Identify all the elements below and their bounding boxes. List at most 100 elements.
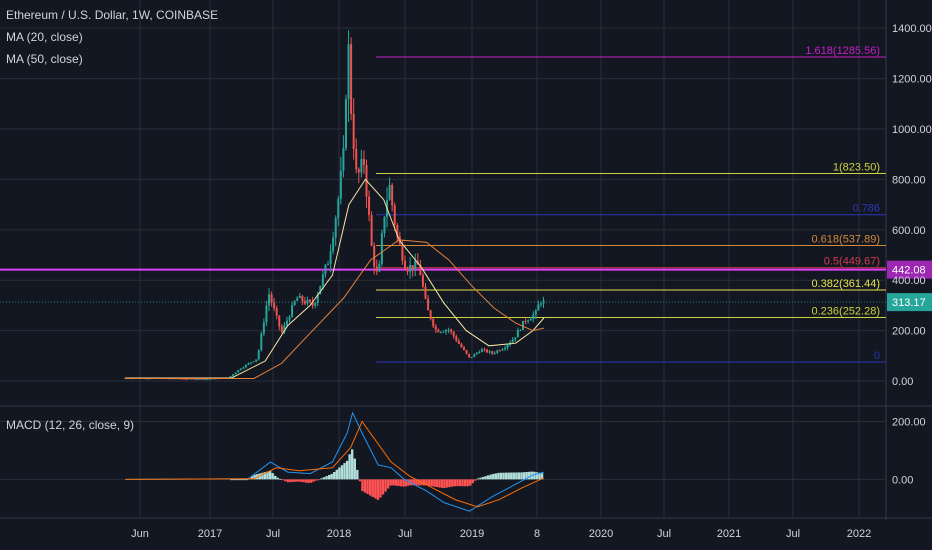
candle-body	[273, 302, 276, 309]
candle-body	[524, 320, 527, 322]
candle-body	[514, 337, 517, 340]
candle-body	[457, 340, 460, 344]
candle-body	[201, 378, 204, 380]
legend-ma50[interactable]: MA (50, close)	[6, 52, 83, 66]
candle-body	[529, 319, 532, 321]
candle-body	[185, 378, 188, 380]
candle-body	[432, 319, 435, 326]
candle-body	[468, 353, 471, 358]
fib-label-1.618: 1.618(1285.56)	[805, 45, 880, 57]
x-tick-label: 2018	[327, 528, 351, 540]
candle-body	[342, 148, 345, 171]
macd-histogram-bar	[451, 479, 454, 487]
macd-histogram-bar	[458, 479, 462, 487]
macd-histogram-bar	[492, 473, 495, 480]
macd-histogram-bar	[474, 479, 477, 481]
macd-histogram-bar	[366, 479, 369, 495]
candle-body	[450, 329, 453, 332]
candle-body	[334, 218, 337, 238]
candle-body	[496, 350, 499, 353]
macd-histogram-bar	[417, 479, 421, 486]
candle-body	[491, 351, 494, 354]
macd-histogram-bar	[404, 479, 408, 487]
macd-histogram-bar	[338, 467, 341, 480]
fib-label-1: 1(823.50)	[833, 161, 880, 173]
macd-histogram-bar	[486, 475, 490, 480]
macd-histogram-bar	[374, 479, 377, 499]
candle-body	[247, 363, 250, 365]
y-tick-label: 200.00	[892, 326, 926, 338]
macd-histogram-bar	[291, 479, 295, 482]
y-tick-label: 400.00	[892, 275, 926, 287]
candle-body	[493, 352, 496, 354]
macd-histogram-bar	[343, 463, 346, 480]
macd-histogram-bar	[481, 476, 485, 480]
macd-histogram-bar	[327, 475, 331, 480]
macd-histogram-bar	[307, 479, 310, 483]
y-tick-label: 600.00	[892, 225, 926, 237]
y-tick-label: 800.00	[892, 174, 926, 186]
macd-histogram-bar	[448, 479, 451, 488]
macd-histogram-bar	[440, 479, 444, 488]
candle-body	[319, 285, 322, 295]
signal-line	[125, 420, 545, 508]
candle-body	[309, 299, 312, 302]
macd-histogram-bar	[453, 479, 457, 487]
macd-histogram-bar	[279, 478, 282, 480]
axes[interactable]: Jun 2017 Jul 2018 Jul 2019 8 2020 Jul 2021 Jul 2022…	[131, 23, 932, 540]
macd-histogram-bar	[425, 479, 428, 486]
candle-body	[516, 330, 519, 338]
last-price-label: 313.17	[892, 297, 926, 309]
fibonacci-levels[interactable]: 1.618(1285.56) 1(823.50) 0.786 0.618(537.89…	[376, 45, 886, 363]
candle-body	[288, 316, 291, 321]
legend-ma20[interactable]: MA (20, close)	[6, 30, 83, 44]
macd-y-tick-label: 0.00	[892, 474, 913, 486]
horizontal-price-line[interactable]: 442.08 313.17	[0, 260, 932, 312]
macd-histogram-bar	[430, 479, 433, 487]
macd-histogram-bar	[320, 478, 323, 480]
candle-body	[368, 196, 371, 215]
macd-histogram-bar	[497, 472, 500, 480]
candle-body	[527, 320, 530, 322]
candle-body	[380, 233, 383, 264]
macd-histogram-bar	[312, 479, 315, 482]
candle-body	[480, 349, 483, 353]
macd-histogram-bar	[422, 479, 426, 486]
macd-histogram-bar	[268, 470, 272, 480]
x-tick-label: 2020	[589, 528, 613, 540]
fib-label-0.786: 0.786	[852, 203, 880, 215]
candle-body	[275, 308, 278, 316]
macd-histogram-bar	[540, 473, 544, 480]
candle-body	[501, 349, 504, 351]
x-tick-label: 2021	[717, 528, 741, 540]
candle-body	[521, 320, 524, 330]
candle-body	[280, 326, 283, 333]
candle-body	[206, 378, 209, 380]
x-tick-label: 2022	[847, 528, 871, 540]
macd-histogram-bar	[363, 479, 367, 493]
y-tick-label: 1400.00	[892, 23, 932, 35]
macd-histogram-bar	[356, 469, 359, 480]
fib-label-0.618: 0.618(537.89)	[812, 233, 881, 245]
fib-label-0.236: 0.236(252.28)	[812, 305, 881, 317]
macd-histogram-bar	[412, 479, 415, 486]
macd-histogram-bar	[384, 479, 387, 492]
macd-histogram-bar	[330, 473, 333, 480]
candle-body	[439, 331, 442, 333]
candle-body	[442, 331, 445, 333]
candle-body	[403, 260, 406, 270]
macd-histogram-bar	[476, 478, 480, 480]
macd-histogram-bar	[507, 472, 510, 480]
candle-body	[424, 286, 427, 299]
macd-legend[interactable]: MACD (12, 26, close, 9)	[6, 418, 135, 432]
ma50-line	[125, 239, 545, 379]
candle-body	[265, 305, 268, 323]
macd-histogram-bar	[379, 479, 382, 498]
candle-body	[191, 378, 194, 380]
candle-body	[229, 376, 232, 378]
candle-body	[498, 350, 501, 352]
macd-histogram-bar	[461, 479, 464, 487]
y-tick-label: 0.00	[892, 376, 913, 388]
macd-histogram-bar	[253, 474, 256, 480]
